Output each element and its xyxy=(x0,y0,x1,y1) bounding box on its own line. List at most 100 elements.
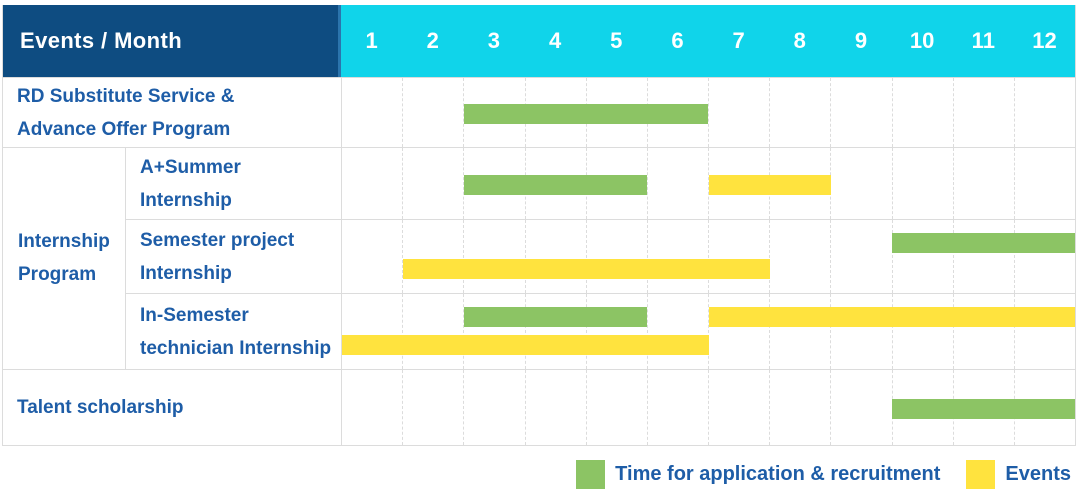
month-grid-cell xyxy=(952,294,1014,369)
month-header-cells: 1 2 3 4 5 6 7 8 9 10 11 12 xyxy=(341,5,1075,77)
month-header-label: 8 xyxy=(793,28,806,53)
month-grid-cell xyxy=(402,148,463,219)
table-row-semester-project: Semester project Internship xyxy=(3,219,1075,293)
month-grid-cell xyxy=(891,148,953,219)
month-grid-cell xyxy=(708,78,769,147)
table-row-talent-scholarship: Talent scholarship xyxy=(3,369,1075,445)
row-label-talent-scholarship: Talent scholarship xyxy=(3,370,341,445)
row-label-line: Internship xyxy=(140,262,232,284)
month-grid-cell xyxy=(524,294,586,369)
events-month-header-cell: Events / Month xyxy=(3,5,341,77)
row-label-line: Internship xyxy=(140,189,232,211)
month-grid-a-plus-summer xyxy=(341,148,1075,219)
row-label-semester-project: Semester project Internship xyxy=(125,219,341,293)
legend-item-events: Events xyxy=(966,460,1071,489)
month-grid-cell xyxy=(891,220,953,293)
month-grid-cell xyxy=(891,294,953,369)
bar-green-months-10-to-12 xyxy=(891,398,1075,419)
month-grid-cell xyxy=(769,294,830,369)
legend: Time for application & recruitment Event… xyxy=(576,460,1071,489)
month-grid-cell xyxy=(646,370,708,445)
table-row-rd-substitute: RD Substitute Service & Advance Offer Pro… xyxy=(3,77,1075,147)
row-label-line: RD Substitute Service & xyxy=(17,85,235,107)
month-grid-cell xyxy=(646,220,708,293)
month-grid-cell xyxy=(769,78,830,147)
month-header-label: 12 xyxy=(1032,28,1057,53)
group-label-internship-program: Internship Program xyxy=(3,147,125,369)
month-grid-cell xyxy=(708,294,769,369)
month-grid-cell xyxy=(769,220,830,293)
month-grid-cell xyxy=(952,148,1014,219)
bar-green-months-3-to-6 xyxy=(464,103,709,124)
table-header-row: Events / Month 1 2 3 4 5 6 7 8 9 10 11 12 xyxy=(3,5,1075,77)
month-grid-cell xyxy=(646,294,708,369)
month-grid-cell xyxy=(342,370,402,445)
legend-item-recruitment: Time for application & recruitment xyxy=(576,460,940,489)
month-header-11: 11 xyxy=(953,5,1014,77)
bar-yellow-months-2-to-7 xyxy=(403,259,770,279)
month-grid-cell xyxy=(830,220,891,293)
month-grid-cell xyxy=(585,220,647,293)
events-table: Events / Month 1 2 3 4 5 6 7 8 9 10 11 12 RD Substi… xyxy=(2,5,1076,446)
month-grid-cell xyxy=(708,370,769,445)
bar-green-months-3-to-5 xyxy=(464,307,648,327)
month-header-9: 9 xyxy=(830,5,891,77)
month-header-label: 4 xyxy=(548,28,562,53)
table-row-a-plus-summer: A+Summer Internship xyxy=(3,147,1075,219)
month-grid-cell xyxy=(830,294,891,369)
month-header-label: 5 xyxy=(610,28,623,53)
legend-label-events: Events xyxy=(1005,463,1071,485)
bar-green-months-10-to-12 xyxy=(891,233,1075,253)
legend-label-recruitment: Time for application & recruitment xyxy=(615,463,941,485)
group-label-line: Program xyxy=(18,264,97,285)
month-grid-cell xyxy=(402,220,463,293)
month-grid-cell xyxy=(830,78,891,147)
month-header-label: 7 xyxy=(732,28,745,53)
month-grid-cell xyxy=(646,148,708,219)
group-label-line: Internship xyxy=(18,231,110,252)
table-body: RD Substitute Service & Advance Offer Pro… xyxy=(3,77,1075,445)
month-grid-cell xyxy=(1013,148,1075,219)
month-header-6: 6 xyxy=(647,5,708,77)
month-header-label: 6 xyxy=(671,28,684,53)
row-label-line: A+Summer xyxy=(140,156,241,178)
legend-swatch-green xyxy=(576,460,606,489)
month-grid-cell xyxy=(830,148,891,219)
month-grid-cell xyxy=(463,148,524,219)
month-header-10: 10 xyxy=(892,5,953,77)
month-header-label: 10 xyxy=(909,28,935,53)
row-label-line: Semester project xyxy=(140,229,295,251)
month-header-2: 2 xyxy=(402,5,463,77)
month-grid-cell xyxy=(463,370,524,445)
month-grid-cell xyxy=(402,294,463,369)
month-grid-cell xyxy=(891,78,953,147)
month-grid-in-semester-technician xyxy=(341,293,1075,369)
month-grid-cell xyxy=(708,220,769,293)
month-grid-cell xyxy=(342,294,402,369)
month-grid-cell xyxy=(342,220,402,293)
row-label-line: Advance Offer Program xyxy=(17,118,231,140)
month-header-label: 9 xyxy=(854,28,868,53)
month-grid-cell xyxy=(524,370,586,445)
month-grid-cell xyxy=(463,78,524,147)
table-row-in-semester-technician: In-Semester technician Internship xyxy=(3,293,1075,369)
row-label-line: In-Semester xyxy=(140,304,249,326)
month-grid-talent-scholarship xyxy=(341,370,1075,445)
month-header-label: 2 xyxy=(426,28,439,53)
row-label-rd-substitute: RD Substitute Service & Advance Offer Pro… xyxy=(3,78,341,147)
events-month-title: Events / Month xyxy=(20,28,183,53)
month-header-7: 7 xyxy=(708,5,769,77)
month-grid-cell xyxy=(830,370,891,445)
month-grid-cell xyxy=(585,370,647,445)
month-header-label: 1 xyxy=(365,28,378,53)
row-label-line: technician Internship xyxy=(140,337,332,359)
legend-swatch-yellow xyxy=(966,460,996,489)
month-header-1: 1 xyxy=(341,5,402,77)
month-grid-cell xyxy=(463,220,524,293)
month-grid-cell xyxy=(342,148,402,219)
month-grid-cell xyxy=(524,220,586,293)
month-header-12: 12 xyxy=(1014,5,1075,77)
month-grid-cell xyxy=(1013,220,1075,293)
month-grid-cell xyxy=(585,294,647,369)
